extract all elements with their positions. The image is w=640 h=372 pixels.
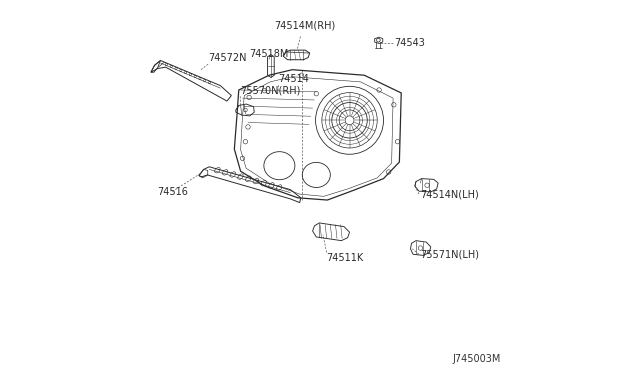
Text: 75570N(RH): 75570N(RH) bbox=[240, 86, 301, 96]
Text: 74516: 74516 bbox=[157, 186, 188, 196]
Text: 74543: 74543 bbox=[394, 38, 425, 48]
Text: J745003M: J745003M bbox=[452, 354, 501, 364]
Text: 74518M: 74518M bbox=[250, 49, 289, 59]
Text: 74572N: 74572N bbox=[209, 54, 247, 63]
Text: 74514: 74514 bbox=[278, 74, 310, 84]
Text: 74514N(LH): 74514N(LH) bbox=[420, 189, 479, 199]
Text: 74514M(RH): 74514M(RH) bbox=[274, 21, 335, 31]
Text: 74511K: 74511K bbox=[326, 253, 364, 263]
Text: 75571N(LH): 75571N(LH) bbox=[420, 249, 479, 259]
